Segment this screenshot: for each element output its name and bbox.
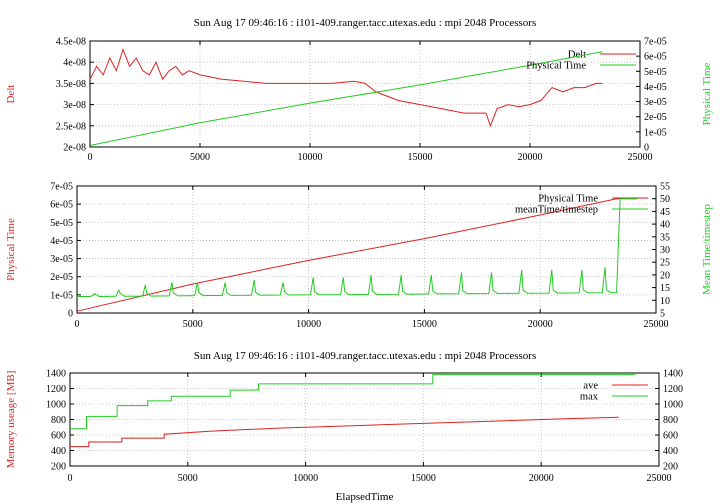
legend-label: Physical Time (538, 194, 598, 205)
x-tick-label: 20000 (529, 473, 554, 484)
x-tick-label: 0 (75, 319, 80, 330)
y-tick-label: 200 (51, 462, 66, 473)
chart-title: Sun Aug 17 09:46:16 : i101-409.ranger.ta… (194, 17, 536, 29)
y-tick-label: 400 (51, 446, 66, 457)
y2-tick-label: 0 (644, 143, 649, 154)
y-tick-label: 0 (68, 309, 73, 320)
y2-tick-label: 4e-05 (644, 82, 667, 93)
x-axis-label: ElapsedTime (336, 491, 394, 503)
y-tick-label: 5e-05 (50, 218, 73, 229)
x-tick-label: 0 (68, 473, 73, 484)
y-tick-label: 2.5e-08 (56, 121, 86, 132)
y-tick-label: 3e-08 (63, 100, 86, 111)
x-tick-label: 10000 (293, 473, 318, 484)
x-tick-label: 0 (88, 152, 93, 163)
y2-tick-label: 1e-05 (644, 127, 667, 138)
series-line-physical-time (76, 198, 638, 312)
y2-tick-label: 2e-05 (644, 112, 667, 123)
y2-axis-label: Physical Time (701, 63, 713, 126)
x-tick-label: 15000 (412, 319, 437, 330)
legend-label: ave (583, 381, 598, 392)
y-tick-label: 6e-05 (50, 200, 73, 211)
y2-tick-label: 400 (663, 446, 678, 457)
y2-tick-label: 55 (660, 182, 670, 193)
x-tick-label: 20000 (528, 319, 553, 330)
x-tick-label: 5000 (178, 473, 198, 484)
y-tick-label: 800 (51, 415, 66, 426)
legend-label: Physical Time (526, 61, 586, 72)
y-tick-label: 1200 (46, 384, 66, 395)
x-tick-label: 5000 (183, 319, 203, 330)
x-tick-label: 10000 (296, 319, 321, 330)
y2-tick-label: 30 (660, 245, 670, 256)
y-tick-label: 2e-08 (63, 143, 86, 154)
y-tick-label: 4e-08 (63, 58, 86, 69)
y-tick-label: 3e-05 (50, 254, 73, 265)
y-axis-label: Delt (5, 85, 17, 104)
x-tick-label: 5000 (190, 152, 210, 163)
plot-frame (89, 40, 641, 148)
y-axis-label: Memory useage [MB] (5, 371, 17, 469)
y2-axis-label: Mean Time/timestep (701, 204, 713, 295)
x-tick-label: 20000 (518, 152, 543, 163)
x-tick-label: 10000 (298, 152, 323, 163)
y2-tick-label: 6e-05 (644, 52, 667, 63)
y2-tick-label: 3e-05 (644, 97, 667, 108)
legend-label: meanTime/timestep (515, 205, 598, 216)
x-tick-label: 25000 (647, 473, 672, 484)
y-tick-label: 1e-05 (50, 290, 73, 301)
y2-tick-label: 600 (663, 431, 678, 442)
series-line-delt (89, 47, 603, 128)
y-tick-label: 4.5e-08 (56, 37, 86, 48)
y2-tick-label: 5e-05 (644, 67, 667, 78)
y-axis-label: Physical Time (5, 218, 17, 281)
y-tick-label: 1400 (46, 369, 66, 380)
y2-tick-label: 800 (663, 415, 678, 426)
y2-tick-label: 20 (660, 270, 670, 281)
x-tick-label: 25000 (628, 152, 653, 163)
y2-tick-label: 1400 (663, 369, 683, 380)
y2-tick-label: 10 (660, 296, 670, 307)
y2-tick-label: 50 (660, 194, 670, 205)
y-tick-label: 3.5e-08 (56, 79, 86, 90)
y2-tick-label: 5 (660, 309, 665, 320)
y2-tick-label: 35 (660, 232, 670, 243)
chart-title: Sun Aug 17 09:46:16 : i101-409.ranger.ta… (194, 350, 536, 362)
plot-frame (76, 185, 657, 314)
y2-tick-label: 40 (660, 220, 670, 231)
series-line-ave (70, 416, 619, 448)
y-tick-label: 1000 (46, 400, 66, 411)
y-tick-label: 600 (51, 431, 66, 442)
y2-tick-label: 1200 (663, 384, 683, 395)
series-line-physical-time (89, 51, 603, 146)
x-tick-label: 15000 (408, 152, 433, 163)
y2-tick-label: 1000 (663, 400, 683, 411)
y2-tick-label: 25 (660, 258, 670, 269)
y2-tick-label: 7e-05 (644, 37, 667, 48)
y-tick-label: 7e-05 (50, 182, 73, 193)
y2-tick-label: 45 (660, 207, 670, 218)
legend-label: Delt (568, 50, 586, 61)
plot-frame (69, 372, 660, 467)
y-tick-label: 2e-05 (50, 272, 73, 283)
y2-tick-label: 15 (660, 283, 670, 294)
legend-label: max (580, 392, 599, 403)
series-line-meantime-timestep (77, 198, 638, 298)
y-tick-label: 4e-05 (50, 236, 73, 247)
y2-tick-label: 200 (663, 462, 678, 473)
series-line-max (70, 374, 636, 430)
x-tick-label: 25000 (644, 319, 669, 330)
x-tick-label: 15000 (411, 473, 436, 484)
